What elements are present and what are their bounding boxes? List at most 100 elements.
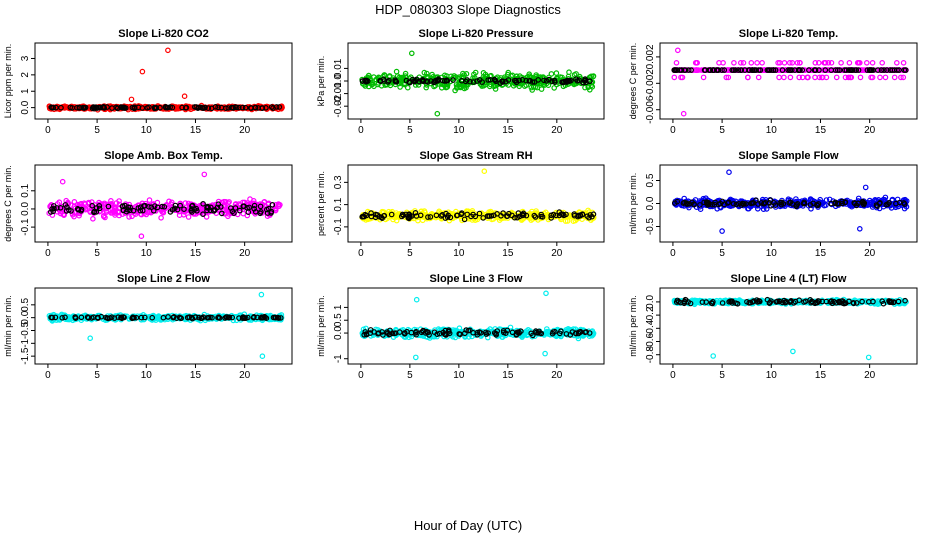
data-point xyxy=(588,73,595,80)
y-tick-label: 0.1 xyxy=(20,183,31,197)
data-point xyxy=(226,199,232,205)
hourly-point xyxy=(551,77,558,84)
data-point xyxy=(725,74,732,81)
outlier-point xyxy=(128,96,135,103)
data-point xyxy=(441,72,448,79)
hourly-point xyxy=(505,77,512,83)
hourly-point xyxy=(251,202,258,209)
panel-4: Slope Amb. Box Temp.degrees C per min.0 5… xyxy=(3,150,293,259)
data-point xyxy=(543,80,550,87)
x-tick-label: 20 xyxy=(864,125,876,136)
hourly-point xyxy=(231,210,237,216)
panel-title: Slope Li-820 CO2 xyxy=(118,28,208,40)
x-tick-label: 10 xyxy=(141,125,153,136)
y-axis-label: kPa per min. xyxy=(316,56,326,107)
y-tick-label: 0.0 xyxy=(20,100,31,114)
hourly-point xyxy=(64,204,70,211)
data-point xyxy=(115,209,121,215)
y-tick-label: 0.5 xyxy=(333,313,344,327)
data-point xyxy=(846,59,853,66)
hourly-point xyxy=(878,67,885,73)
hourly-point xyxy=(263,206,270,213)
hourly-point xyxy=(167,104,174,110)
data-point xyxy=(146,197,153,203)
y-tick-label: 0.01 xyxy=(333,58,344,78)
x-tick-label: 5 xyxy=(94,125,100,136)
hourly-point xyxy=(268,208,275,215)
x-tick-label: 5 xyxy=(719,248,725,259)
hourly-point xyxy=(237,207,243,214)
data-point xyxy=(404,84,411,91)
x-tick-label: 10 xyxy=(453,370,465,381)
y-tick-label: 0.0 xyxy=(20,202,31,216)
data-point xyxy=(393,68,400,75)
x-tick-label: 5 xyxy=(719,125,725,136)
data-point xyxy=(700,74,707,81)
hourly-point xyxy=(855,67,862,73)
data-point xyxy=(869,74,876,81)
y-axis-label: percent per min. xyxy=(316,171,326,236)
hourly-point xyxy=(135,205,142,211)
hourly-point xyxy=(779,67,786,73)
x-tick-label: 5 xyxy=(94,248,100,259)
hourly-point xyxy=(812,67,818,73)
y-axis-label: Licor ppm per min. xyxy=(3,44,13,119)
hourly-point xyxy=(749,67,756,73)
hourly-point xyxy=(212,104,219,110)
hourly-point xyxy=(164,104,170,111)
hourly-point xyxy=(887,67,894,73)
x-tick-label: 0 xyxy=(358,248,364,259)
data-point xyxy=(825,59,832,66)
y-tick-label: 0.0 xyxy=(645,196,656,210)
data-point xyxy=(100,213,107,219)
data-point xyxy=(857,74,864,81)
data-point xyxy=(854,59,861,66)
outlier-point xyxy=(165,47,171,54)
hourly-point xyxy=(393,79,400,85)
data-point xyxy=(833,74,840,81)
panel-title: Slope Gas Stream RH xyxy=(419,150,532,162)
data-point xyxy=(786,59,793,66)
outlier-point xyxy=(856,226,863,232)
data-point xyxy=(529,87,536,93)
data-point xyxy=(789,59,796,66)
data-point xyxy=(805,74,811,81)
hourly-point xyxy=(563,79,570,85)
hourly-point xyxy=(204,207,210,214)
hourly-point xyxy=(541,77,547,84)
x-tick-label: 0 xyxy=(670,370,676,381)
x-tick-label: 0 xyxy=(358,125,364,136)
data-point xyxy=(203,214,210,220)
data-point xyxy=(891,74,898,81)
y-tick-label: -0.1 xyxy=(333,218,344,236)
hourly-point xyxy=(377,78,384,85)
data-point xyxy=(877,74,883,81)
panel-3: Slope Li-820 Temp.degrees C per min.0 5 10… xyxy=(628,28,918,136)
data-point xyxy=(673,59,680,66)
data-point xyxy=(225,213,231,220)
hourly-point xyxy=(443,78,450,84)
y-tick-label: -0.5 xyxy=(645,217,656,235)
y-axis-label: ml/min per min. xyxy=(628,295,638,357)
hourly-point xyxy=(96,205,103,212)
outlier-point xyxy=(542,350,548,357)
y-tick-label: 0.1 xyxy=(333,197,344,211)
data-point xyxy=(508,73,514,79)
data-point xyxy=(893,59,900,66)
data-point xyxy=(109,209,116,216)
hourly-point xyxy=(130,207,137,214)
x-tick-label: 20 xyxy=(551,370,563,381)
data-point xyxy=(240,210,247,217)
data-point xyxy=(586,87,593,93)
outlier-point xyxy=(139,68,146,75)
hourly-point xyxy=(492,77,498,83)
plot-frame xyxy=(34,287,293,365)
data-points xyxy=(359,50,597,117)
hourly-point xyxy=(167,209,174,215)
hourly-point xyxy=(174,206,181,213)
hourly-point xyxy=(526,78,533,84)
hourly-point xyxy=(797,67,803,73)
data-point xyxy=(842,74,849,81)
y-tick-label: 0.5 xyxy=(20,297,31,311)
data-point xyxy=(457,84,464,91)
